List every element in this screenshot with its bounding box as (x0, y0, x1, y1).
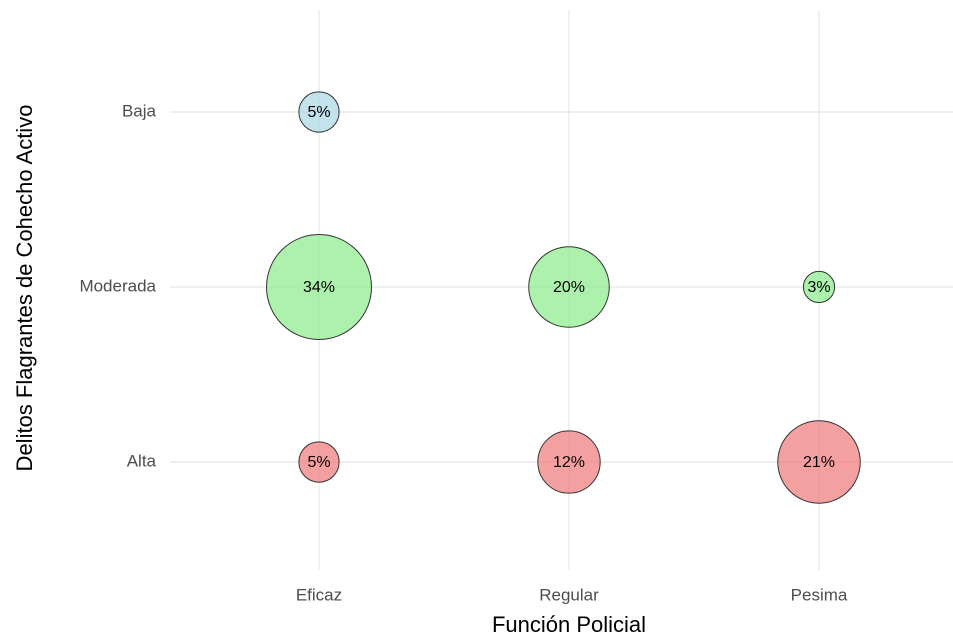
bubble (528, 246, 610, 328)
bubble (777, 420, 861, 504)
x-tick-label: Pesima (791, 585, 848, 604)
x-tick-label: Regular (539, 585, 599, 604)
bubble (298, 91, 340, 133)
bubble-label: 5% (307, 454, 330, 471)
y-tick-label: Alta (127, 451, 157, 470)
bubble-label: 21% (803, 454, 835, 471)
bubble (537, 430, 601, 494)
x-axis-title: Función Policial (492, 612, 646, 637)
bubble-label: 34% (303, 279, 335, 296)
x-tick-label: Eficaz (296, 585, 342, 604)
bubble-label: 5% (307, 104, 330, 121)
y-axis-title: Delitos Flagrantes de Cohecho Activo (12, 105, 37, 472)
bubble-label: 12% (553, 454, 585, 471)
bubble (298, 441, 340, 483)
bubble-label: 3% (807, 279, 830, 296)
bubble-label: 20% (553, 279, 585, 296)
y-tick-label: Moderada (79, 276, 156, 295)
y-tick-label: Baja (122, 101, 157, 120)
bubble (266, 234, 372, 340)
bubble (802, 270, 836, 304)
